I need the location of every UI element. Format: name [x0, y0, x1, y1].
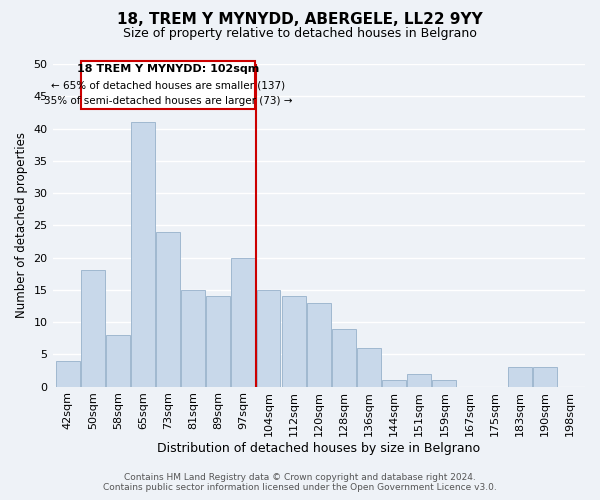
- Bar: [56, 361, 80, 386]
- Bar: [382, 380, 406, 386]
- Bar: [357, 348, 381, 387]
- Bar: [181, 290, 205, 386]
- Bar: [332, 328, 356, 386]
- Y-axis label: Number of detached properties: Number of detached properties: [15, 132, 28, 318]
- Bar: [156, 232, 180, 386]
- Bar: [257, 290, 280, 386]
- Text: 18 TREM Y MYNYDD: 102sqm: 18 TREM Y MYNYDD: 102sqm: [77, 64, 260, 74]
- Bar: [131, 122, 155, 386]
- Bar: [282, 296, 305, 386]
- Text: 35% of semi-detached houses are larger (73) →: 35% of semi-detached houses are larger (…: [44, 96, 293, 106]
- Bar: [106, 335, 130, 386]
- Bar: [232, 258, 256, 386]
- Bar: [407, 374, 431, 386]
- Bar: [206, 296, 230, 386]
- Bar: [307, 302, 331, 386]
- Text: 18, TREM Y MYNYDD, ABERGELE, LL22 9YY: 18, TREM Y MYNYDD, ABERGELE, LL22 9YY: [117, 12, 483, 28]
- Text: ← 65% of detached houses are smaller (137): ← 65% of detached houses are smaller (13…: [52, 80, 286, 90]
- Bar: [81, 270, 104, 386]
- Bar: [508, 367, 532, 386]
- X-axis label: Distribution of detached houses by size in Belgrano: Distribution of detached houses by size …: [157, 442, 481, 455]
- FancyBboxPatch shape: [82, 61, 256, 109]
- Bar: [533, 367, 557, 386]
- Text: Contains HM Land Registry data © Crown copyright and database right 2024.
Contai: Contains HM Land Registry data © Crown c…: [103, 473, 497, 492]
- Bar: [433, 380, 456, 386]
- Text: Size of property relative to detached houses in Belgrano: Size of property relative to detached ho…: [123, 28, 477, 40]
